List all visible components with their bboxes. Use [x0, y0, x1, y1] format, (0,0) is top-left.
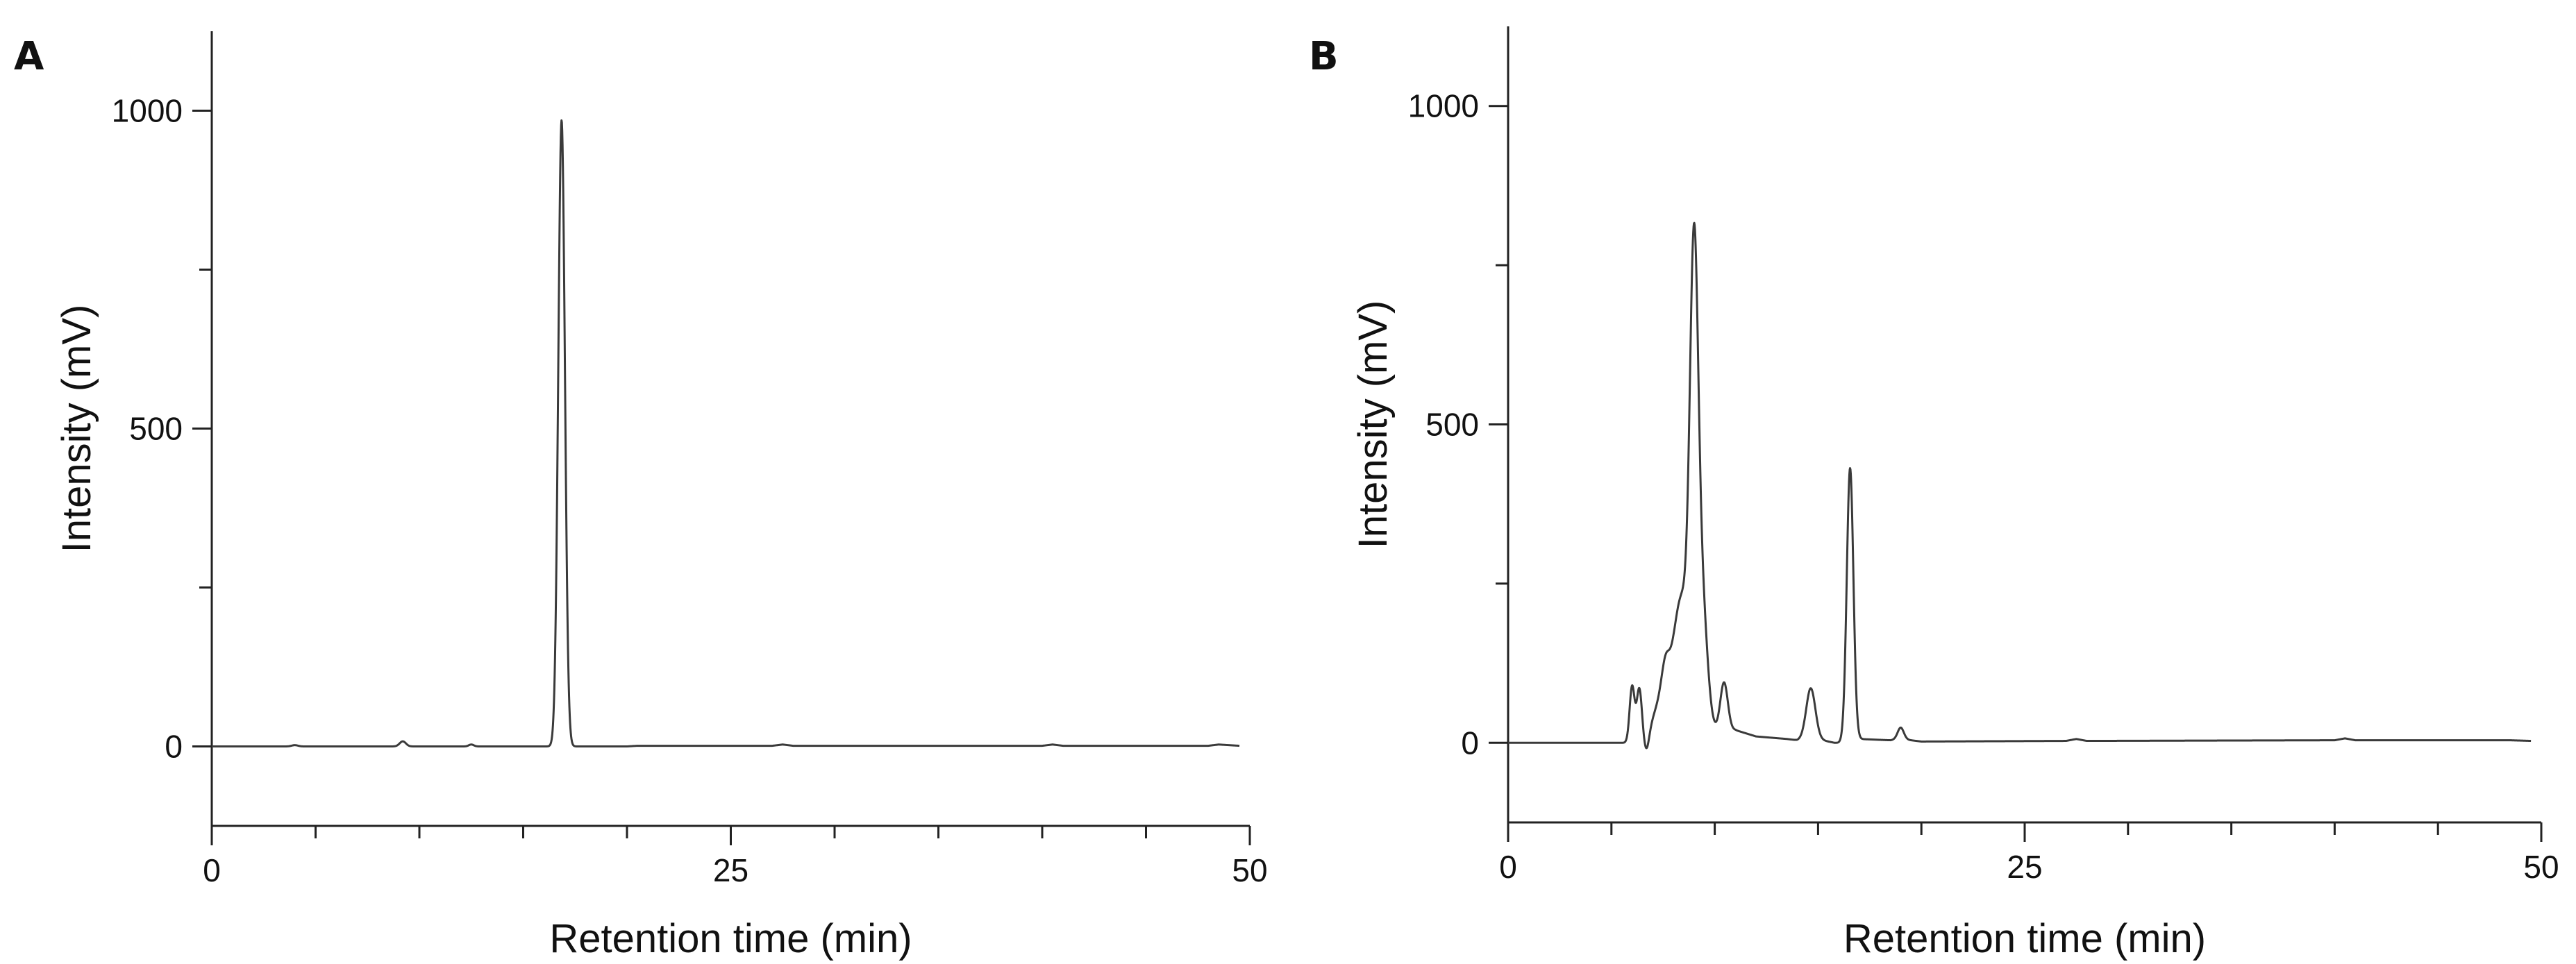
panel-b-y-axis-title: Intensity (mV) [1350, 301, 1396, 549]
y-tick-label: 500 [129, 411, 183, 447]
panel-b-letter: B [1309, 34, 1339, 79]
x-tick-label: 50 [2523, 849, 2559, 885]
panel-a-axes [210, 31, 1250, 827]
panel-a-letter: A [14, 34, 44, 79]
y-tick-label: 1000 [1408, 88, 1479, 124]
y-tick-label: 1000 [112, 93, 183, 129]
panel-b-axes [1507, 26, 2541, 824]
panel-b-chromatogram-trace [1507, 221, 2532, 750]
panel-b-x-axis-title: Retention time (min) [1843, 916, 2206, 961]
y-tick-label: 500 [1425, 407, 1479, 443]
y-tick-label: 0 [165, 729, 183, 765]
panel-a-y-axis-title: Intensity (mV) [54, 305, 99, 553]
x-tick-label: 25 [2007, 849, 2042, 885]
panel-a-chromatogram-trace [210, 119, 1241, 747]
y-tick-label: 0 [1461, 725, 1479, 761]
x-tick-label: 0 [1499, 849, 1517, 885]
x-tick-label: 0 [203, 852, 221, 888]
x-tick-label: 25 [713, 852, 748, 888]
x-tick-label: 50 [1232, 852, 1267, 888]
panel-a-x-axis-title: Retention time (min) [549, 916, 912, 961]
